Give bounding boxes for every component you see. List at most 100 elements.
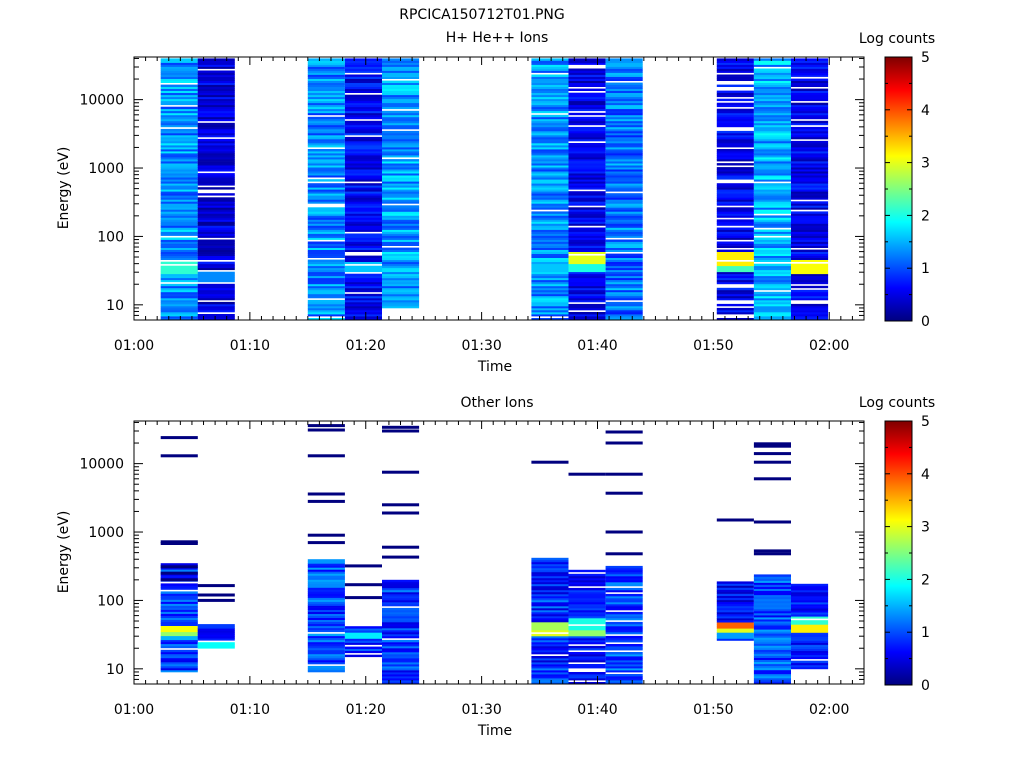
energy-bin-cell <box>568 573 606 577</box>
energy-bin-cell <box>716 289 754 293</box>
energy-bin-cell <box>605 273 643 277</box>
energy-bin-cell <box>605 597 643 601</box>
energy-bin-cell <box>382 658 420 661</box>
energy-bin-cell <box>568 648 606 651</box>
energy-bin-cell <box>160 189 198 192</box>
energy-bin-cell <box>307 161 345 164</box>
energy-bin-cell <box>753 193 791 196</box>
colorbar-label: Log counts <box>859 395 935 411</box>
energy-bin-cell <box>531 193 569 196</box>
energy-bin-cell <box>605 175 643 178</box>
energy-bin-cell <box>716 235 754 238</box>
energy-bin-cell <box>160 583 198 586</box>
energy-bin-cell <box>307 195 345 198</box>
energy-bin-cell <box>344 259 382 262</box>
energy-bin-cell <box>605 261 643 265</box>
energy-bin-cell <box>531 271 569 275</box>
energy-bin-cell <box>531 656 569 659</box>
panel-h-he-ions: H+ He++ Ions 01:00 01:10 01:20 01:30 01:40 01… <box>56 30 935 375</box>
energy-bin-cell <box>344 235 382 238</box>
energy-bin-cell <box>753 217 791 220</box>
energy-bin-cell <box>344 197 382 200</box>
energy-bin-cell <box>382 654 420 657</box>
energy-bin-cell <box>197 307 235 311</box>
energy-bin-cell <box>716 143 754 146</box>
energy-bin-cell <box>716 636 754 639</box>
energy-bin-cell <box>605 595 643 599</box>
energy-bin-cell <box>307 647 345 651</box>
energy-bin-cell <box>716 189 754 192</box>
energy-bin-cell <box>307 219 345 222</box>
energy-bin-cell <box>382 591 420 595</box>
energy-bin-cell <box>344 189 382 192</box>
energy-bin-cell <box>382 672 420 675</box>
energy-bin-cell <box>605 658 643 661</box>
energy-bin-cell <box>382 666 420 669</box>
energy-bin-cell <box>753 100 791 104</box>
energy-bin-cell <box>716 245 754 248</box>
energy-bin-cell <box>568 241 606 244</box>
energy-bin-cell <box>791 589 829 593</box>
time-bin-column <box>160 436 198 673</box>
energy-bin-cell <box>197 203 235 206</box>
energy-bin-cell <box>197 70 235 73</box>
energy-bin-cell <box>382 273 420 277</box>
energy-bin-cell <box>531 668 569 671</box>
energy-bin-cell <box>307 424 345 428</box>
energy-bin-cell <box>791 598 829 601</box>
energy-bin-cell <box>753 661 791 665</box>
energy-bin-cell <box>160 563 198 566</box>
energy-bin-cell <box>307 209 345 212</box>
energy-bin-cell <box>791 217 829 220</box>
energy-bin-cell <box>307 649 345 653</box>
energy-bin-cell <box>753 287 791 291</box>
energy-bin-cell <box>160 211 198 214</box>
energy-bin-cell <box>344 650 382 654</box>
energy-bin-cell <box>160 571 198 575</box>
energy-bin-cell <box>531 291 569 295</box>
energy-bin-cell <box>791 136 829 140</box>
energy-bin-cell <box>307 74 345 77</box>
energy-bin-cell <box>382 126 420 130</box>
energy-bin-cell <box>382 207 420 210</box>
energy-bin-cell <box>791 650 829 653</box>
energy-bin-cell <box>716 78 754 81</box>
energy-bin-cell <box>307 261 345 265</box>
energy-bin-cell <box>197 646 235 649</box>
energy-bin-cell <box>531 149 569 152</box>
energy-bin-cell <box>568 167 606 170</box>
energy-bin-cell <box>605 92 643 96</box>
energy-bin-cell <box>568 96 606 100</box>
energy-bin-cell <box>568 227 606 230</box>
energy-bin-cell <box>605 199 643 202</box>
energy-bin-cell <box>531 649 569 653</box>
energy-bin-cell <box>197 205 235 208</box>
energy-bin-cell <box>197 155 235 158</box>
energy-bin-cell <box>605 72 643 75</box>
energy-bin-cell <box>307 279 345 283</box>
energy-bin-cell <box>160 159 198 162</box>
energy-bin-cell <box>716 114 754 118</box>
energy-bin-cell <box>307 183 345 186</box>
energy-bin-cell <box>307 124 345 128</box>
energy-bin-cell <box>531 84 569 87</box>
energy-bin-cell <box>160 241 198 244</box>
energy-bin-cell <box>160 307 198 311</box>
energy-bin-cell <box>344 638 382 641</box>
energy-bin-cell <box>531 261 569 265</box>
energy-bin-cell <box>791 108 829 112</box>
energy-bin-cell <box>753 68 791 71</box>
energy-bin-cell <box>344 191 382 194</box>
time-bin-column <box>791 583 829 670</box>
energy-bin-cell <box>344 318 382 320</box>
energy-bin-cell <box>791 626 829 629</box>
energy-bin-cell <box>160 193 198 196</box>
energy-bin-cell <box>160 603 198 606</box>
energy-bin-cell <box>605 309 643 313</box>
energy-bin-cell <box>344 225 382 228</box>
energy-bin-cell <box>753 239 791 242</box>
energy-bin-cell <box>197 209 235 212</box>
energy-bin-cell <box>344 630 382 633</box>
energy-bin-cell <box>753 203 791 206</box>
energy-bin-cell <box>160 287 198 291</box>
